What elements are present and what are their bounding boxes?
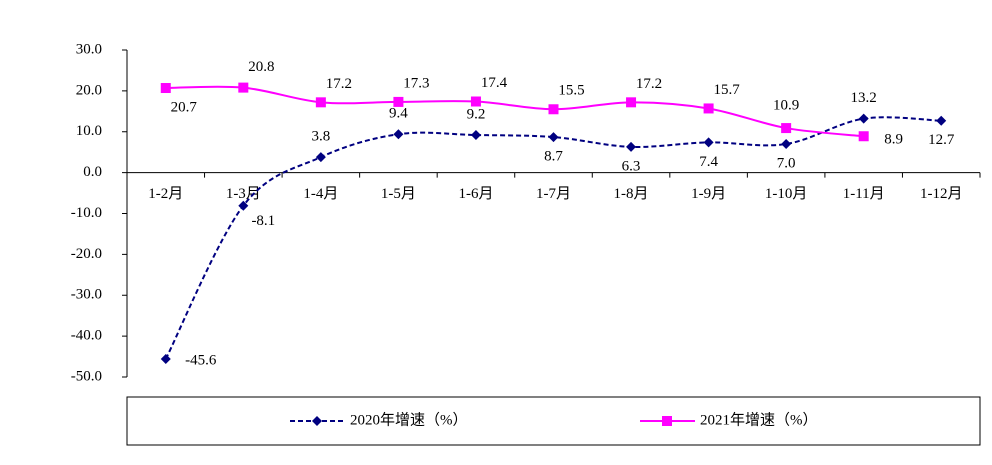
x-tick-label: 1-7月 — [536, 186, 571, 202]
marker — [160, 83, 171, 94]
data-label: -45.6 — [185, 352, 217, 368]
series-line — [165, 85, 864, 138]
data-label: 8.7 — [544, 149, 563, 165]
x-tick-label: 1-2月 — [148, 186, 183, 202]
y-tick-label: 0.0 — [83, 164, 102, 180]
marker — [781, 139, 792, 150]
marker — [781, 123, 792, 134]
data-label: 17.4 — [481, 75, 508, 91]
marker — [626, 97, 637, 108]
data-label: 20.8 — [248, 59, 274, 75]
x-tick-label: 1-4月 — [303, 186, 338, 202]
data-label: 7.0 — [777, 155, 796, 171]
marker — [238, 200, 249, 211]
x-tick-label: 1-8月 — [614, 186, 649, 202]
series-line — [164, 116, 942, 360]
data-label: 17.2 — [326, 76, 352, 92]
marker — [703, 103, 714, 114]
marker — [626, 141, 637, 152]
data-label: 13.2 — [851, 90, 877, 106]
y-tick-label: 20.0 — [76, 82, 102, 98]
x-tick-label: 1-3月 — [226, 186, 261, 202]
legend-marker — [662, 416, 672, 426]
x-tick-label: 1-9月 — [691, 186, 726, 202]
y-tick-label: -50.0 — [71, 368, 102, 384]
data-label: 9.4 — [389, 106, 408, 122]
marker — [315, 152, 326, 163]
data-label: 17.2 — [636, 76, 662, 92]
y-tick-label: 30.0 — [76, 41, 102, 57]
x-tick-label: 1-11月 — [843, 186, 885, 202]
data-label: 15.7 — [713, 82, 740, 98]
data-label: 12.7 — [928, 132, 955, 148]
y-tick-label: -10.0 — [71, 205, 102, 221]
data-label: 8.9 — [884, 132, 903, 148]
marker — [470, 130, 481, 141]
x-tick-label: 1-12月 — [920, 186, 963, 202]
marker — [548, 104, 559, 115]
y-tick-label: -20.0 — [71, 246, 102, 262]
x-tick-label: 1-10月 — [765, 186, 808, 202]
marker — [548, 132, 559, 143]
x-tick-label: 1-6月 — [458, 186, 493, 202]
legend-label: 2021年增速（%） — [700, 411, 818, 428]
data-label: 3.8 — [311, 129, 330, 145]
y-tick-label: -30.0 — [71, 287, 102, 303]
data-label: 7.4 — [699, 154, 718, 170]
marker — [160, 354, 171, 365]
marker — [393, 129, 404, 140]
data-label: 15.5 — [558, 83, 584, 99]
data-label: 20.7 — [171, 99, 198, 115]
legend-box — [126, 396, 981, 446]
x-tick-label: 1-5月 — [381, 186, 416, 202]
marker — [315, 97, 326, 108]
marker — [936, 115, 947, 126]
marker — [238, 82, 249, 93]
data-label: 17.3 — [403, 75, 429, 91]
y-tick-label: -40.0 — [71, 328, 102, 344]
marker — [703, 137, 714, 148]
y-tick-label: 10.0 — [76, 123, 102, 139]
data-label: 10.9 — [773, 98, 799, 114]
legend-label: 2020年增速（%） — [350, 411, 468, 428]
data-label: -8.1 — [251, 213, 275, 229]
marker — [858, 113, 869, 124]
marker — [393, 96, 404, 107]
marker — [858, 131, 869, 142]
marker — [470, 96, 481, 107]
data-label: 6.3 — [622, 158, 641, 174]
legend-marker — [312, 416, 322, 426]
data-label: 9.2 — [467, 106, 486, 122]
